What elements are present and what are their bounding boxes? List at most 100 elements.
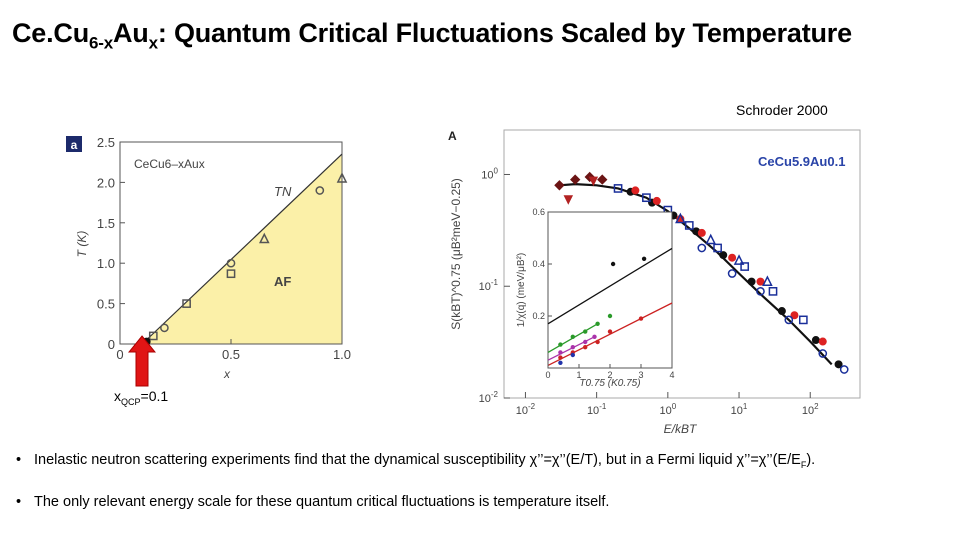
inset-x-tick-label: 2 — [607, 370, 612, 380]
data-point — [811, 336, 820, 345]
title-part-1: Ce.Cu — [12, 18, 90, 48]
y-tick-label: 1.0 — [97, 256, 115, 271]
inset-x-tick-label: 1 — [576, 370, 581, 380]
phase-boundary-line — [141, 153, 343, 345]
y-axis-label-2: S(kBT)^0.75 (μB²meV−0.25) — [449, 178, 463, 330]
inset-data-point — [592, 334, 597, 339]
inset-x-tick-label: 0 — [545, 370, 550, 380]
inset-data-point — [558, 342, 563, 347]
qcp-arrow — [128, 335, 156, 387]
inset-y-label: 1/χ(q) (meV/μB²) — [516, 253, 527, 327]
qcp-annotation: xQCP=0.1 — [114, 388, 168, 407]
data-point — [790, 311, 799, 320]
y-axis-label: T (K) — [75, 231, 89, 258]
data-point — [719, 251, 728, 260]
data-point — [597, 174, 608, 185]
data-point — [697, 243, 707, 253]
inset-plot: 0.2 0.4 0.6 0 1 2 3 4 T0.75 (K0.75) 1/χ(q) (me… — [516, 207, 675, 389]
inset-x-label: T0.75 (K0.75) — [579, 378, 640, 389]
y-tick-label: 100 — [481, 166, 498, 181]
x-axis-label-2: E/kBT — [664, 422, 698, 436]
bullet-dot: • — [16, 452, 22, 468]
inset-data-point — [558, 360, 563, 365]
x-tick-label: 10-1 — [587, 402, 607, 417]
inset-data-point — [595, 339, 600, 345]
panel-tag-a — [66, 136, 82, 152]
data-point — [777, 307, 786, 316]
inset-x-tick-label: 4 — [669, 370, 674, 380]
y-tick-label: 10-2 — [479, 390, 499, 405]
data-point — [226, 269, 236, 279]
slide-title: Ce.Cu6-xAux: Quantum Critical Fluctuatio… — [12, 18, 852, 53]
figure-credit: Schroder 2000 — [736, 102, 828, 118]
inset-y-tick-label: 0.6 — [532, 207, 545, 217]
inset-fit-line — [547, 302, 673, 366]
x-tick-label: 102 — [802, 402, 819, 417]
x-tick-label: 0.5 — [222, 347, 240, 362]
x-tick-label: 101 — [731, 402, 748, 417]
inset-frame — [547, 211, 673, 369]
bullet-1-sub: F — [800, 459, 807, 470]
region-label-af: AF — [274, 274, 291, 289]
data-point — [818, 337, 827, 346]
data-point — [642, 193, 651, 203]
title-part-2: Au — [113, 18, 149, 48]
data-point — [733, 254, 745, 265]
data-point — [798, 315, 808, 325]
compound-label: CeCu6–xAux — [134, 157, 205, 171]
bullet-1-text: Inelastic neutron scattering experiments… — [34, 452, 801, 468]
region-label-tn: TN — [274, 184, 292, 199]
bullet-dot: • — [16, 494, 22, 510]
inset-y-tick-label: 0.4 — [532, 259, 545, 269]
title-sub-2: x — [148, 33, 158, 53]
data-point — [756, 277, 765, 286]
data-point — [652, 196, 661, 205]
y-tick-label: 10-1 — [479, 278, 499, 293]
y-tick-label: 0 — [108, 337, 115, 352]
inset-x-tick-label: 3 — [638, 370, 643, 380]
data-point — [697, 228, 706, 237]
inset-data-point — [607, 329, 613, 334]
data-point — [768, 287, 778, 296]
inset-y-tick-label: 0.2 — [532, 311, 545, 321]
panel-label-a: a — [71, 138, 78, 152]
bullet-1: • Inelastic neutron scattering experiment… — [16, 452, 815, 470]
data-point — [315, 186, 325, 195]
data-point — [613, 184, 623, 193]
data-point — [631, 186, 640, 195]
inset-data-point — [558, 355, 563, 360]
data-point — [728, 253, 737, 262]
title-sub-1: 6-x — [89, 33, 113, 53]
inset-data-point — [641, 256, 647, 261]
inset-fit-line — [547, 247, 673, 325]
compound-label-2: CeCu5.9Au0.1 — [758, 154, 845, 169]
data-point — [713, 243, 722, 253]
qcp-sub: QCP — [121, 396, 141, 407]
bullet-2: • The only relevant energy scale for thes… — [16, 494, 609, 510]
title-part-3: : Quantum Critical Fluctuations Scaled b… — [157, 18, 852, 48]
data-point — [727, 269, 737, 278]
data-point — [675, 212, 686, 224]
inset-data-point — [610, 261, 616, 267]
inset-data-point — [570, 334, 575, 339]
data-point — [756, 287, 765, 296]
data-point — [160, 323, 169, 333]
x-tick-label: 10-2 — [516, 402, 536, 417]
inset-data-point — [583, 339, 588, 345]
inset-data-point — [595, 321, 600, 326]
inset-data-point — [570, 352, 575, 358]
x-tick-label: 100 — [659, 402, 676, 417]
data-point — [747, 277, 756, 286]
bullet-2-text: The only relevant energy scale for these… — [34, 494, 610, 510]
data-point — [563, 195, 574, 205]
qcp-value: =0.1 — [140, 388, 169, 404]
qcp-x: x — [114, 388, 121, 404]
x-axis-label: x — [223, 367, 231, 381]
y-tick-label: 1.5 — [97, 216, 115, 231]
data-point — [705, 233, 717, 245]
data-point — [784, 315, 794, 325]
data-point — [148, 331, 158, 341]
data-point — [570, 174, 581, 185]
y-tick-label: 0.5 — [97, 297, 115, 312]
